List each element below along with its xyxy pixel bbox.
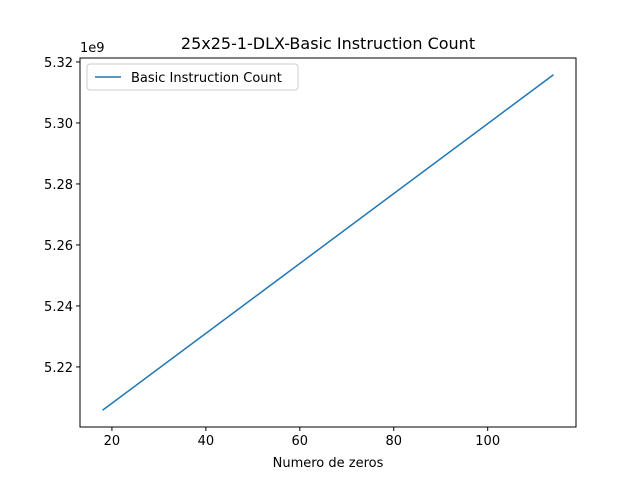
x-tick-label: 80 [385,434,402,449]
x-axis-label: Numero de zeros [273,456,384,471]
legend-label: Basic Instruction Count [131,71,282,86]
legend-box [86,63,299,91]
x-tick-label: 100 [475,434,500,449]
y-offset-label: 1e9 [80,41,105,56]
series-line [102,74,554,411]
x-tick-label: 60 [292,434,309,449]
x-tick-label: 20 [104,434,121,449]
y-tick-label: 5.26 [44,239,73,254]
y-tick-label: 5.28 [44,178,73,193]
x-tick-label: 40 [198,434,215,449]
axes-frame [79,57,577,428]
y-tick-label: 5.22 [44,361,73,376]
y-axis-ticks: 5.22 5.24 5.26 5.28 5.30 5.32 [44,56,80,376]
y-tick-label: 5.32 [44,56,73,71]
y-tick-label: 5.30 [44,117,73,132]
x-axis-ticks: 20 40 60 80 100 [104,427,500,449]
legend: Basic Instruction Count [86,63,299,91]
chart-title: 25x25-1-DLX-Basic Instruction Count [181,34,475,53]
plot-area [102,74,554,411]
y-tick-label: 5.24 [44,300,73,315]
